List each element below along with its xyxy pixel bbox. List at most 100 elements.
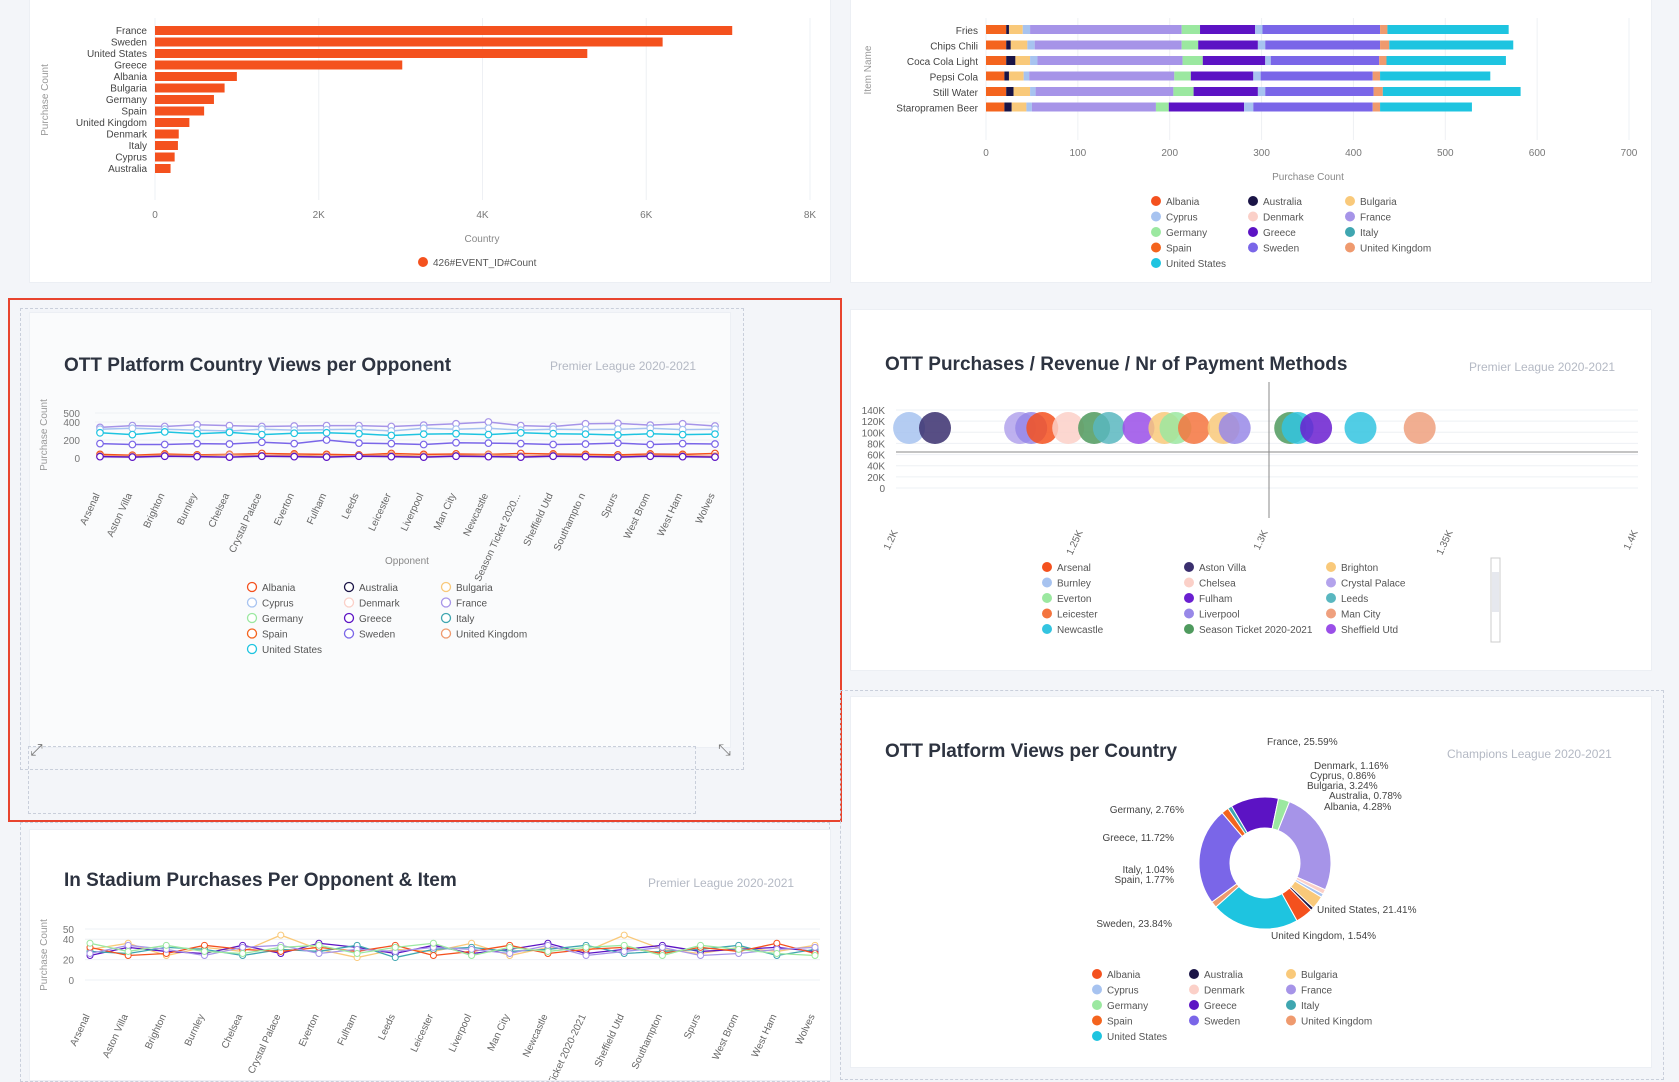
slice-label: Sweden, 23.84%: [1096, 919, 1172, 930]
bar-segment: [1386, 56, 1506, 65]
data-point: [711, 430, 719, 439]
x-tick-label: Leicester: [409, 1012, 436, 1054]
legend-swatch: [1092, 984, 1102, 995]
bar-segment: [1029, 71, 1175, 81]
data-point: [620, 947, 628, 955]
data-point: [128, 453, 137, 462]
data-point: [613, 453, 622, 462]
x-tick-label: 0: [152, 210, 158, 221]
slice-label: United Kingdom, 1.54%: [1271, 931, 1376, 942]
legend-swatch: [1151, 242, 1161, 253]
bar: [155, 118, 190, 127]
legend-label: Everton: [1057, 594, 1091, 605]
y-tick-label: Denmark: [106, 130, 148, 141]
legend-label: Albania: [262, 583, 296, 594]
bubble: [1122, 412, 1155, 444]
x-tick-label: 100: [1070, 148, 1087, 159]
legend-label: Cyprus: [262, 599, 294, 610]
data-point: [620, 931, 628, 939]
bar: [155, 164, 171, 173]
legend-label: Spain: [262, 630, 288, 641]
series-line: [99, 452, 716, 457]
x-tick-label: Spurs: [682, 1013, 703, 1041]
slice-label: Greece, 11.72%: [1102, 833, 1174, 844]
pie-slice: [1271, 797, 1291, 832]
x-tick-label: 600: [1529, 148, 1546, 159]
bar: [155, 141, 178, 150]
data-point: [516, 428, 525, 437]
grid-cell-outline: [20, 308, 744, 770]
bar-segment: [1202, 56, 1266, 65]
y-tick-label: Coca Cola Light: [907, 57, 978, 68]
bar: [155, 129, 179, 139]
legend-swatch: [1248, 227, 1258, 237]
x-axis-label: Purchase Count: [1272, 172, 1344, 183]
legend-label: Spain: [1166, 244, 1192, 255]
data-point: [544, 941, 552, 949]
bar-segment: [1006, 87, 1014, 96]
bar: [155, 106, 205, 116]
legend-label: Germany: [262, 614, 303, 625]
bar-segment: [1023, 71, 1030, 81]
chart-subtitle: Premier League 2020-2021: [648, 876, 795, 890]
item-bar-card: 0 100 200 300 400 500 600 700 Fries Chips Chili Co…: [851, 0, 1651, 282]
bar-segment: [1034, 40, 1182, 50]
legend-swatch: [440, 612, 452, 624]
x-tick-label: Newcastle: [521, 1012, 551, 1059]
bubble: [893, 412, 926, 444]
series-line: [99, 431, 716, 437]
chart-title: OTT Purchases / Revenue / Nr of Payment …: [885, 354, 1348, 375]
bar-segment: [1010, 40, 1028, 50]
legend-swatch: [1042, 624, 1052, 634]
x-tick-label: Everton: [297, 1013, 322, 1049]
y-tick-label: Still Water: [933, 88, 979, 99]
data-point: [484, 430, 493, 439]
legend-swatch: [1189, 1015, 1199, 1026]
x-tick-label: 0: [983, 148, 989, 159]
legend-label: Liverpool: [1199, 610, 1240, 621]
legend-swatch: [1042, 562, 1052, 572]
bar-segment: [1198, 40, 1258, 50]
series-line: [99, 427, 716, 432]
ott-country-views-card[interactable]: OTT Platform Country Views per Opponent …: [30, 313, 730, 747]
data-point: [419, 453, 428, 462]
data-point: [277, 943, 285, 951]
data-point: [86, 949, 94, 957]
data-point: [646, 452, 655, 461]
data-point: [678, 452, 687, 461]
data-point: [193, 452, 202, 461]
legend-swatch: [1326, 593, 1336, 603]
bar-segment: [1155, 102, 1169, 112]
data-point: [160, 440, 169, 449]
selected-widget-frame[interactable]: [8, 298, 842, 822]
legend-label: Denmark: [359, 599, 401, 610]
data-point: [711, 440, 719, 448]
y-tick-label: 40: [63, 935, 75, 946]
bubble: [1218, 412, 1251, 444]
x-tick-label: 2K: [313, 210, 326, 221]
data-point: [290, 429, 299, 438]
legend-swatch: [246, 597, 258, 608]
legend-swatch: [1151, 196, 1161, 206]
legend-label: United States: [262, 645, 322, 656]
legend-swatch: [343, 581, 355, 593]
bubble: [919, 412, 951, 444]
resize-handle-left-icon[interactable]: ⤢: [30, 742, 43, 759]
series-line: [99, 421, 716, 429]
legend-swatch: [343, 612, 355, 624]
legend-label: Newcastle: [1057, 625, 1104, 636]
data-point: [419, 440, 428, 449]
x-tick-label: Southampton: [630, 1013, 665, 1072]
data-point: [277, 931, 285, 939]
legend-swatch: [246, 628, 258, 639]
data-point: [516, 439, 525, 448]
resize-handle-right-icon[interactable]: ⤡: [718, 742, 731, 759]
legend-label: Fulham: [1199, 594, 1232, 605]
chart-title: In Stadium Purchases Per Opponent & Item: [64, 870, 457, 891]
x-tick-label: West Ham: [750, 1013, 780, 1060]
legend-swatch: [1184, 608, 1194, 619]
data-point: [225, 453, 234, 462]
y-tick-label: 120K: [862, 417, 886, 428]
bar-segment: [1037, 56, 1183, 65]
